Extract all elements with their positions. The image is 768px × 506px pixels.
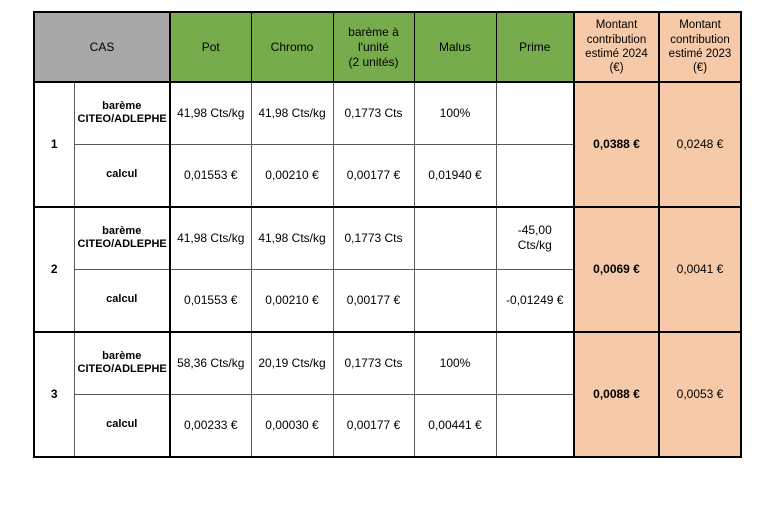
case-2-number: 2	[33, 206, 75, 333]
case-3-amount-2024: 0,0088 €	[573, 331, 660, 458]
case-3-bareme-row: 3 barème CITEO/ADLEPHE 58,36 Cts/kg 20,1…	[33, 331, 742, 458]
header-row: CAS Pot Chromo barème à l'unité (2 unité…	[33, 11, 742, 83]
case-1-calcul-unit: 0,00177 €	[332, 143, 415, 208]
case-2-label-bareme: barème CITEO/ADLEPHE	[73, 206, 171, 270]
header-cell-prime: Prime	[495, 11, 575, 83]
case-2-bareme-chromo: 41,98 Cts/kg	[250, 206, 334, 270]
case-3-calcul-chromo: 0,00030 €	[250, 393, 334, 458]
case-3-bareme-pot: 58,36 Cts/kg	[169, 331, 252, 395]
case-1-number: 1	[33, 81, 75, 208]
header-cell-pot: Pot	[169, 11, 252, 83]
case-3-bareme-unit: 0,1773 Cts	[332, 331, 415, 395]
case-1-bareme-prime	[495, 81, 575, 145]
case-2-bareme-pot: 41,98 Cts/kg	[169, 206, 252, 270]
case-1-bareme-chromo: 41,98 Cts/kg	[250, 81, 334, 145]
case-1-label-bareme: barème CITEO/ADLEPHE	[73, 81, 171, 145]
case-2-calcul-row: calcul 0,01553 € 0,00210 € 0,00177 € -0,…	[34, 268, 741, 333]
case-3-amount-2023: 0,0053 €	[658, 331, 742, 458]
case-2-amount-2024: 0,0069 €	[573, 206, 660, 333]
header-cell-amount-2024: Montant contribution estimé 2024 (€)	[573, 11, 660, 83]
case-3-number: 3	[33, 331, 75, 458]
case-3-bareme-malus: 100%	[413, 331, 497, 395]
case-2-calcul-chromo: 0,00210 €	[250, 268, 334, 333]
contribution-table-container: CAS Pot Chromo barème à l'unité (2 unité…	[33, 11, 742, 458]
header-cell-malus: Malus	[413, 11, 497, 83]
case-3-calcul-prime	[495, 393, 575, 458]
case-2-bareme-prime: -45,00 Cts/kg	[495, 206, 575, 270]
case-2-bareme-malus	[413, 206, 497, 270]
case-1-bareme-pot: 41,98 Cts/kg	[169, 81, 252, 145]
case-3-bareme-prime	[495, 331, 575, 395]
case-1-label-calcul: calcul	[73, 143, 171, 208]
case-1-amount-2024: 0,0388 €	[573, 81, 660, 208]
case-1-bareme-row: 1 barème CITEO/ADLEPHE 41,98 Cts/kg 41,9…	[33, 81, 742, 208]
case-2-calcul-malus	[413, 268, 497, 333]
case-3-label-bareme: barème CITEO/ADLEPHE	[73, 331, 171, 395]
case-1-bareme-unit: 0,1773 Cts	[332, 81, 415, 145]
case-1-calcul-prime	[495, 143, 575, 208]
case-2-bareme-unit: 0,1773 Cts	[332, 206, 415, 270]
case-3-label-calcul: calcul	[73, 393, 171, 458]
case-1-bareme-malus: 100%	[413, 81, 497, 145]
contribution-table: CAS Pot Chromo barème à l'unité (2 unité…	[33, 11, 742, 458]
case-1-amount-2023: 0,0248 €	[658, 81, 742, 208]
case-2-label-calcul: calcul	[73, 268, 171, 333]
case-1-calcul-chromo: 0,00210 €	[250, 143, 334, 208]
case-3-bareme-chromo: 20,19 Cts/kg	[250, 331, 334, 395]
header-cell-amount-2023: Montant contribution estimé 2023 (€)	[658, 11, 742, 83]
case-1-calcul-pot: 0,01553 €	[169, 143, 252, 208]
case-3-calcul-malus: 0,00441 €	[413, 393, 497, 458]
case-1-calcul-row: calcul 0,01553 € 0,00210 € 0,00177 € 0,0…	[34, 143, 741, 208]
case-2-amount-2023: 0,0041 €	[658, 206, 742, 333]
case-2-bareme-row: 2 barème CITEO/ADLEPHE 41,98 Cts/kg 41,9…	[33, 206, 742, 333]
header-cell-unit: barème à l'unité (2 unités)	[332, 11, 415, 83]
case-2-calcul-prime: -0,01249 €	[495, 268, 575, 333]
case-3-calcul-row: calcul 0,00233 € 0,00030 € 0,00177 € 0,0…	[34, 393, 741, 458]
header-cell-chromo: Chromo	[250, 11, 334, 83]
header-cell-cas: CAS	[33, 11, 171, 83]
case-3-calcul-unit: 0,00177 €	[332, 393, 415, 458]
case-2-calcul-unit: 0,00177 €	[332, 268, 415, 333]
case-1-calcul-malus: 0,01940 €	[413, 143, 497, 208]
case-3-calcul-pot: 0,00233 €	[169, 393, 252, 458]
case-2-calcul-pot: 0,01553 €	[169, 268, 252, 333]
